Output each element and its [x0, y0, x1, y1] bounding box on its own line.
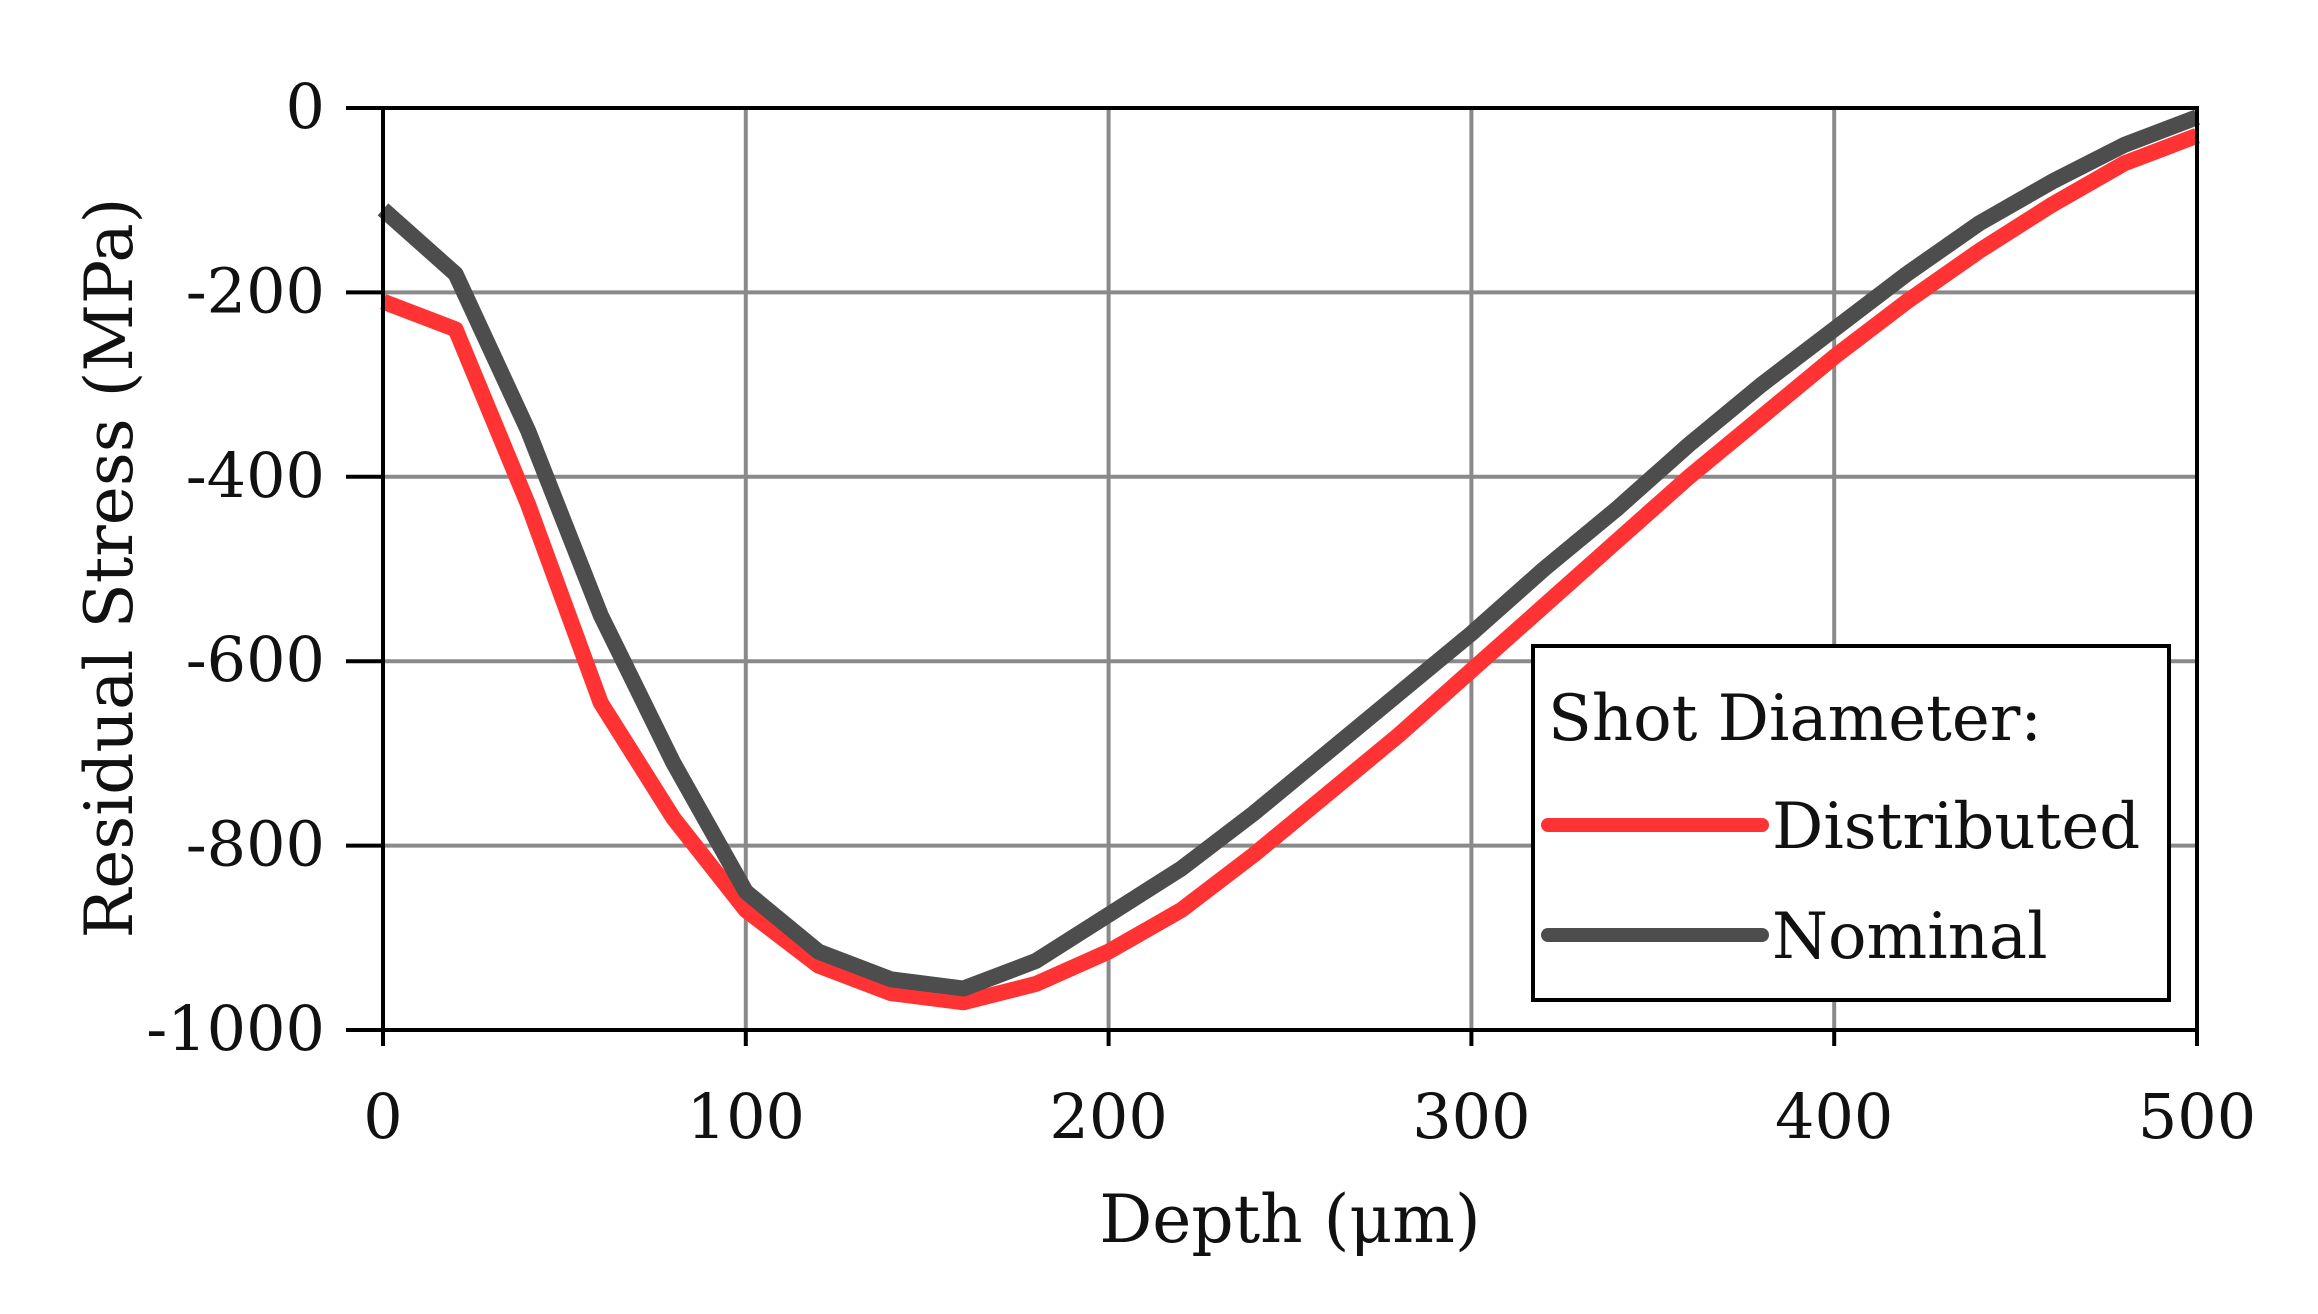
y-tick-label: -400 — [186, 439, 325, 512]
x-tick-label: 300 — [1412, 1080, 1530, 1153]
x-tick-label: 100 — [687, 1080, 805, 1153]
y-tick-label: -800 — [186, 808, 325, 881]
plot-frame — [381, 106, 2199, 1032]
y-tick-label: 0 — [286, 70, 325, 143]
series-line-distributed — [380, 128, 2200, 1011]
y-tick-label: -200 — [186, 254, 325, 327]
x-tick-label: 400 — [1775, 1080, 1893, 1153]
y-tick-label: -600 — [186, 623, 325, 696]
x-axis-title: Depth (μm) — [1099, 1181, 1480, 1258]
x-tick-labels: 0 100 200 300 400 500 — [363, 1080, 2256, 1153]
y-axis-title: Residual Stress (MPa) — [71, 198, 148, 939]
legend-title: Shot Diameter: — [1548, 682, 2042, 756]
y-tick-labels: 0 -200 -400 -600 -800 -1000 — [146, 70, 325, 1065]
ticks — [346, 106, 2199, 1046]
x-tick-label: 500 — [2138, 1080, 2256, 1153]
series — [377, 109, 2200, 1011]
legend: Shot Diameter: Distributed Nominal — [1531, 644, 2171, 1002]
x-tick-label: 200 — [1049, 1080, 1167, 1153]
x-tick-label: 0 — [363, 1080, 402, 1153]
legend-label-nominal: Nominal — [1772, 900, 2048, 974]
y-tick-label: -1000 — [146, 992, 325, 1065]
series-line-nominal — [377, 109, 2200, 997]
legend-label-distributed: Distributed — [1772, 790, 2140, 864]
